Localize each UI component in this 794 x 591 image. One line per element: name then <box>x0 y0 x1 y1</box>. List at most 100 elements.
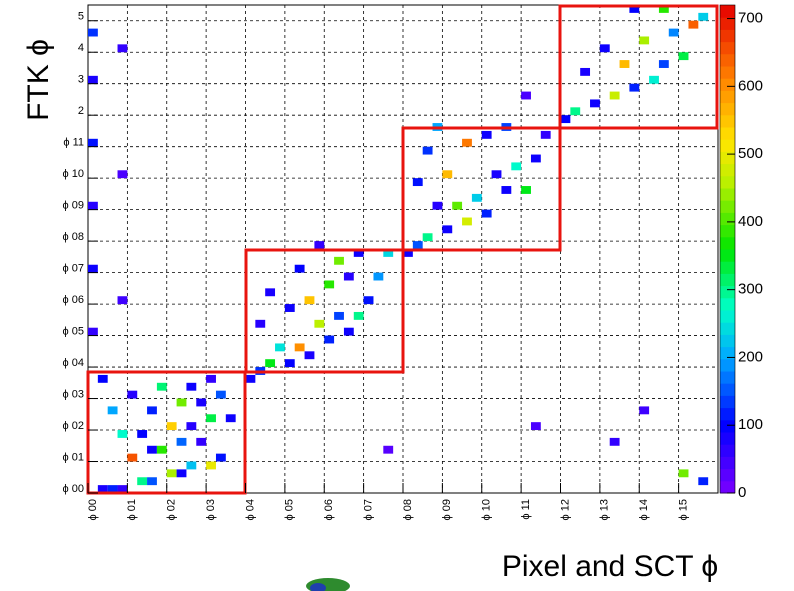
colorbar-step <box>720 371 735 384</box>
cell <box>521 186 531 194</box>
cell <box>462 138 472 147</box>
cell <box>304 351 315 360</box>
cell <box>97 374 108 383</box>
cell <box>117 430 128 438</box>
colorbar-step <box>720 322 735 335</box>
colorbar-step <box>720 41 735 55</box>
cell <box>432 201 443 210</box>
cell <box>452 201 463 210</box>
y-tick-label: ϕ 08 <box>63 231 84 243</box>
colorbar-step <box>720 432 735 445</box>
cell <box>88 138 98 147</box>
cell <box>599 44 610 53</box>
cell <box>117 170 128 179</box>
cell <box>530 154 541 163</box>
axes: ϕ 00 ϕ 01 ϕ 02 ϕ 03 ϕ 04 ϕ 05 ϕ 06 ϕ 07 ϕ 08 ϕ 09… <box>63 11 690 521</box>
cell <box>284 304 295 312</box>
cell <box>658 5 669 13</box>
colorbar-step <box>720 236 735 250</box>
colorbar-step <box>720 419 735 433</box>
cell <box>176 469 187 478</box>
colorbar-step <box>720 480 735 494</box>
cell <box>698 12 709 21</box>
cell <box>265 359 276 368</box>
cell <box>471 193 482 202</box>
cell <box>88 264 98 273</box>
colorbar-tick-label: 700 <box>738 10 763 27</box>
y-tick-label: ϕ 09 <box>63 200 84 212</box>
cell <box>176 398 187 407</box>
colorbar-step <box>720 456 735 470</box>
cell <box>649 75 659 84</box>
x-axis-label: Pixel and SCT ϕ <box>502 550 718 583</box>
x-tick-label: ϕ 09 <box>441 499 453 520</box>
cell <box>176 437 187 446</box>
region-box <box>558 4 719 130</box>
cell <box>206 461 216 470</box>
cell <box>314 319 325 328</box>
cell <box>668 28 679 37</box>
cell <box>107 406 118 415</box>
colorbar-step <box>720 297 735 311</box>
y-tick-label: ϕ 11 <box>63 137 84 149</box>
cell <box>481 209 492 218</box>
x-tick-label: ϕ 02 <box>166 499 178 520</box>
y-tick-label: 4 <box>78 42 84 54</box>
cell <box>383 249 394 257</box>
colorbar-step <box>720 151 735 165</box>
colorbar-step <box>720 102 735 116</box>
cell <box>147 477 157 486</box>
cell <box>196 437 207 446</box>
cell <box>107 485 118 493</box>
cell <box>147 406 157 415</box>
colorbar-step <box>720 212 735 226</box>
cell <box>442 170 453 179</box>
x-tick-label: ϕ 05 <box>284 499 296 520</box>
colorbar-tick-label: 100 <box>738 416 763 433</box>
colorbar-step <box>720 407 735 421</box>
cell <box>265 288 276 297</box>
x-tick-label: ϕ 07 <box>362 499 374 520</box>
y-tick-label: 2 <box>78 105 84 117</box>
colorbar-step <box>720 78 735 91</box>
cell <box>324 335 335 344</box>
cell <box>127 390 138 399</box>
cell <box>186 461 197 470</box>
cell <box>580 67 591 76</box>
cell <box>609 437 620 446</box>
cell <box>521 91 531 100</box>
cell <box>255 319 266 328</box>
cell <box>353 311 364 320</box>
cell <box>127 453 138 462</box>
colorbar-step <box>720 310 735 323</box>
x-tick-label: ϕ 13 <box>599 499 611 520</box>
cell <box>334 256 344 265</box>
colorbar-step <box>720 261 735 274</box>
colorbar-tick-label: 300 <box>738 281 763 298</box>
cell <box>412 178 423 187</box>
cell <box>117 296 128 305</box>
colorbar-step <box>720 53 735 67</box>
y-axis-label: FTK ϕ <box>22 39 55 121</box>
colorbar-tick-label: 0 <box>738 484 746 501</box>
colorbar-step <box>720 127 735 140</box>
x-tick-label: ϕ 14 <box>638 499 650 520</box>
y-tick-label: ϕ 03 <box>63 389 84 401</box>
cell <box>314 241 325 249</box>
colorbar-step <box>720 249 735 262</box>
y-tick-label: ϕ 06 <box>63 294 84 306</box>
cell <box>117 485 128 493</box>
colorbar-tick-label: 600 <box>738 77 763 94</box>
colorbar-step <box>720 114 735 128</box>
colorbar-step <box>720 334 735 348</box>
cell <box>363 296 374 305</box>
cell <box>442 225 453 234</box>
colorbar-step <box>720 383 735 396</box>
colorbar-step <box>720 285 735 299</box>
cell <box>324 280 335 289</box>
cell <box>284 359 295 368</box>
cell <box>570 107 581 116</box>
cell <box>166 422 177 431</box>
cell <box>678 469 689 478</box>
